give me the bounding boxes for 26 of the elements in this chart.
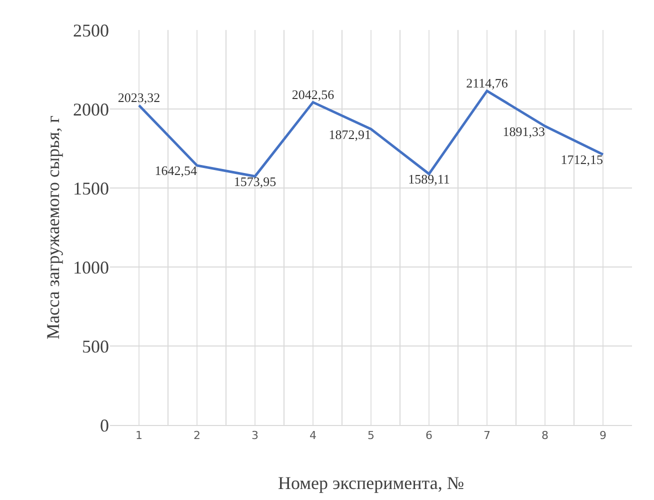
y-tick-label: 0: [100, 415, 109, 436]
x-tick-label: 9: [600, 429, 606, 442]
data-label: 1712,15: [560, 152, 603, 168]
data-label: 1642,54: [154, 163, 198, 178]
data-label: 2042,56: [292, 87, 335, 102]
x-tick-label: 5: [368, 429, 374, 442]
y-tick-label: 1500: [73, 178, 109, 198]
data-label: 2114,76: [466, 76, 508, 91]
data-label: 1589,11: [408, 172, 450, 187]
x-tick-label: 3: [252, 429, 258, 442]
x-tick-label: 2: [194, 429, 200, 442]
y-tick-label: 1000: [73, 257, 109, 278]
x-tick-label: 4: [310, 429, 316, 442]
y-tick-label: 2500: [73, 20, 109, 40]
x-tick-label: 8: [542, 429, 548, 442]
x-axis-title: Номер эксперимента, №: [278, 473, 464, 493]
data-label: 1573,95: [234, 174, 276, 190]
data-label: 2023,32: [118, 90, 160, 106]
y-axis-title: Масса загружаемого сырья, г: [43, 116, 64, 340]
y-tick-label: 500: [82, 336, 109, 356]
data-label: 1872,91: [328, 126, 371, 142]
x-tick-label: 1: [136, 429, 142, 442]
x-tick-label: 7: [484, 429, 490, 442]
x-tick-label: 6: [426, 429, 432, 442]
data-label: 1891,33: [502, 124, 545, 139]
y-tick-label: 2000: [73, 99, 109, 120]
